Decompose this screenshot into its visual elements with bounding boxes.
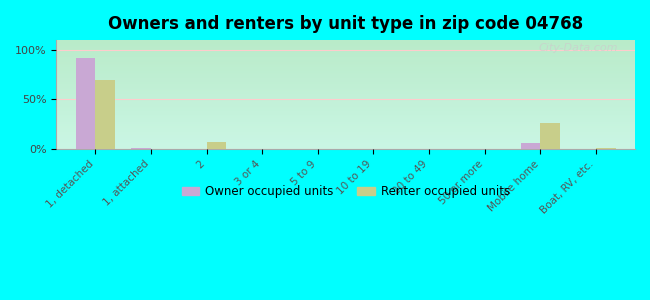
Bar	[131, 148, 151, 149]
Text: City-Data.com: City-Data.com	[538, 44, 617, 53]
Bar	[521, 143, 540, 149]
Bar	[96, 80, 115, 149]
Title: Owners and renters by unit type in zip code 04768: Owners and renters by unit type in zip c…	[108, 15, 583, 33]
Bar	[207, 142, 226, 149]
Bar	[596, 148, 616, 149]
Legend: Owner occupied units, Renter occupied units: Owner occupied units, Renter occupied un…	[177, 180, 515, 203]
Bar	[76, 58, 96, 149]
Bar	[540, 123, 560, 149]
